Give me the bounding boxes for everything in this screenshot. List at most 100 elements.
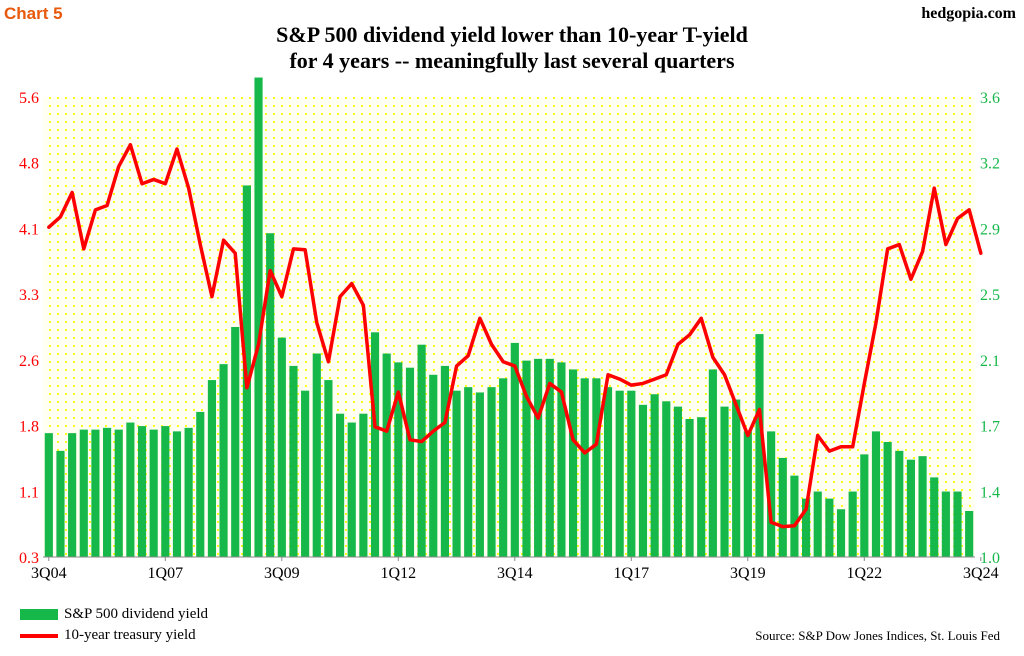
bar-dividend-yield bbox=[137, 426, 147, 557]
bar-dividend-yield bbox=[196, 411, 205, 557]
bar-dividend-yield bbox=[417, 344, 426, 557]
bar-dividend-yield bbox=[266, 233, 275, 558]
bar-dividend-yield bbox=[720, 406, 729, 557]
right-axis-tick-label: 1.7 bbox=[980, 419, 1000, 436]
bar-dividend-yield bbox=[941, 491, 950, 557]
bar-dividend-yield bbox=[895, 450, 904, 557]
bar-dividend-yield bbox=[825, 498, 834, 557]
bar-dividend-yield bbox=[522, 360, 531, 557]
left-axis-tick-label: 1.8 bbox=[19, 419, 39, 436]
bar-dividend-yield bbox=[603, 387, 613, 557]
left-axis-tick-label: 2.6 bbox=[19, 353, 39, 370]
bar-dividend-yield bbox=[219, 364, 228, 557]
bar-dividend-yield bbox=[359, 413, 368, 557]
bar-dividend-yield bbox=[790, 475, 799, 557]
x-axis-tick-label: 3Q04 bbox=[31, 565, 67, 582]
left-axis-tick-label: 3.3 bbox=[19, 287, 39, 304]
line-treasury-yield bbox=[47, 142, 983, 529]
right-axis-tick-label: 2.9 bbox=[980, 221, 1000, 238]
bar-dividend-yield bbox=[673, 406, 682, 557]
axes: 0.3 1.1 1.8 2.6 3.3 4.1 4.8 5.6 1.0 1.4 1.7 2.1 2.5 2… bbox=[19, 90, 1000, 582]
x-axis-tick-label: 1Q07 bbox=[148, 565, 184, 582]
bar-dividend-yield bbox=[487, 387, 496, 557]
bar-dividend-yield bbox=[464, 387, 473, 557]
bar-dividend-yield bbox=[569, 369, 578, 557]
bar-dividend-yield bbox=[708, 369, 717, 557]
bar-dividend-yield bbox=[79, 429, 88, 557]
bar-dividend-yield bbox=[615, 390, 624, 557]
source-note: Source: S&P Dow Jones Indices, St. Louis… bbox=[755, 628, 1000, 643]
bar-dividend-yield bbox=[324, 380, 333, 557]
bar-dividend-yield bbox=[312, 353, 321, 557]
bar-dividend-yield bbox=[370, 332, 380, 557]
legend-swatch-bar bbox=[20, 609, 58, 620]
bar-dividend-yield bbox=[871, 431, 881, 557]
bar-dividend-yield bbox=[394, 362, 403, 557]
bar-dividend-yield bbox=[277, 337, 286, 557]
legend-label-treasury: 10-year treasury yield bbox=[64, 627, 196, 643]
bar-dividend-yield bbox=[662, 401, 671, 557]
x-axis-tick-label: 3Q14 bbox=[497, 565, 533, 582]
bar-dividend-yield bbox=[755, 334, 764, 557]
bar-dividend-yield bbox=[231, 327, 240, 557]
x-axis-tick-label: 1Q17 bbox=[614, 565, 650, 582]
bar-dividend-yield bbox=[592, 378, 601, 557]
bar-dividend-yield bbox=[149, 429, 158, 557]
bar-dividend-yield bbox=[732, 399, 741, 557]
bar-dividend-yield bbox=[172, 431, 182, 557]
bar-dividend-yield bbox=[685, 419, 694, 557]
bar-dividend-yield bbox=[930, 477, 939, 557]
bar-dividend-yield bbox=[627, 390, 636, 557]
chart-title-line1: S&P 500 dividend yield lower than 10-yea… bbox=[276, 22, 748, 47]
bar-series bbox=[44, 77, 974, 558]
left-axis-tick-label: 4.8 bbox=[19, 156, 39, 173]
bar-dividend-yield bbox=[440, 365, 449, 557]
bar-dividend-yield bbox=[336, 413, 345, 557]
bar-dividend-yield bbox=[767, 431, 776, 557]
bar-dividend-yield bbox=[475, 392, 484, 557]
chart-label: Chart 5 bbox=[4, 4, 63, 23]
bar-dividend-yield bbox=[813, 491, 822, 557]
right-axis-tick-label: 2.5 bbox=[980, 287, 1000, 304]
bar-dividend-yield bbox=[743, 431, 752, 557]
bar-dividend-yield bbox=[848, 491, 857, 557]
bar-dividend-yield bbox=[126, 422, 135, 557]
left-axis-tick-label: 5.6 bbox=[19, 90, 39, 107]
right-axis-tick-label: 2.1 bbox=[980, 353, 1000, 370]
legend-label-dividend: S&P 500 dividend yield bbox=[64, 606, 209, 622]
bar-dividend-yield bbox=[778, 457, 787, 557]
bar-dividend-yield bbox=[802, 498, 811, 557]
bar-dividend-yield bbox=[91, 429, 100, 557]
x-axis-tick-label: 3Q09 bbox=[264, 565, 300, 582]
bar-dividend-yield bbox=[860, 454, 869, 557]
site-name: hedgopia.com bbox=[921, 5, 1016, 22]
bar-dividend-yield bbox=[347, 422, 356, 557]
bar-dividend-yield bbox=[103, 427, 112, 557]
x-axis-tick-label: 1Q12 bbox=[381, 565, 417, 582]
bar-dividend-yield bbox=[965, 511, 974, 557]
bar-dividend-yield bbox=[499, 378, 508, 557]
bar-dividend-yield bbox=[161, 426, 170, 557]
bar-dividend-yield bbox=[44, 433, 53, 557]
bar-dividend-yield bbox=[510, 342, 519, 557]
left-axis-tick-label: 4.1 bbox=[19, 221, 39, 238]
bar-dividend-yield bbox=[184, 427, 193, 557]
bar-dividend-yield bbox=[429, 374, 438, 557]
bar-dividend-yield bbox=[545, 358, 554, 557]
x-axis-tick-label: 3Q24 bbox=[963, 565, 999, 582]
chart-title-line2: for 4 years -- meaningfully last several… bbox=[289, 48, 735, 73]
bar-dividend-yield bbox=[114, 429, 123, 557]
bar-dividend-yield bbox=[638, 404, 648, 557]
bar-dividend-yield bbox=[289, 365, 298, 557]
legend: S&P 500 dividend yield 10-year treasury … bbox=[20, 604, 208, 646]
line-series bbox=[47, 142, 983, 529]
bar-dividend-yield bbox=[580, 378, 589, 557]
bar-dividend-yield bbox=[254, 77, 263, 557]
bar-dividend-yield bbox=[452, 390, 461, 557]
bar-dividend-yield bbox=[207, 380, 216, 557]
bar-dividend-yield bbox=[405, 367, 415, 557]
bar-dividend-yield bbox=[56, 450, 65, 557]
bar-dividend-yield bbox=[557, 362, 566, 557]
bar-dividend-yield bbox=[534, 358, 543, 557]
